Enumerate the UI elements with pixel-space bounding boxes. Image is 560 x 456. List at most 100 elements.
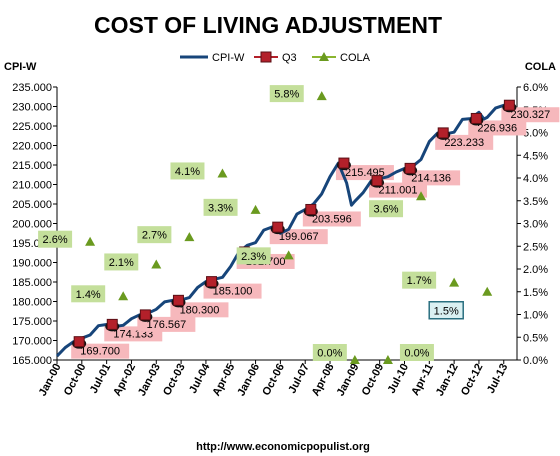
cola-marker bbox=[217, 168, 228, 178]
cola-marker bbox=[349, 355, 360, 364]
q3-marker bbox=[172, 294, 184, 306]
cola-value-label: 2.7% bbox=[142, 230, 167, 242]
cola-label-box bbox=[236, 247, 271, 265]
q3-label-box bbox=[203, 283, 262, 299]
y-left-tick-label: 235.000 bbox=[12, 82, 52, 94]
cola-marker bbox=[283, 250, 294, 260]
y-right-tick-label: 3.0% bbox=[523, 219, 548, 231]
y-right-tick-label: 6.0% bbox=[523, 82, 548, 94]
chart-title: COST OF LIVING ADJUSTMENT bbox=[94, 12, 442, 38]
cola-marker bbox=[416, 191, 427, 201]
cola-value-label: 0.0% bbox=[404, 348, 429, 360]
x-tick-label: Jul-10 bbox=[386, 362, 412, 396]
q3-value-label: 214.136 bbox=[411, 172, 451, 184]
q3-value-label: 176.567 bbox=[146, 319, 186, 331]
x-tick-label: Oct-12 bbox=[459, 362, 486, 398]
x-tick-label: Apr-02 bbox=[111, 362, 138, 398]
cola-marker bbox=[449, 277, 460, 287]
q3-label-box bbox=[137, 316, 196, 332]
y-left-tick-label: 165.000 bbox=[12, 355, 52, 367]
x-tick-label: Apr-11 bbox=[409, 362, 436, 398]
cola-label-box bbox=[71, 285, 106, 303]
cola-label-box bbox=[38, 230, 73, 248]
q3-marker bbox=[305, 203, 317, 215]
cola-value-label: 2.1% bbox=[109, 257, 134, 269]
q3-label-box bbox=[501, 107, 560, 123]
cola-label-box bbox=[269, 85, 304, 103]
cola-label-box bbox=[428, 301, 464, 320]
y-right-tick-label: 2.0% bbox=[523, 264, 548, 276]
cola-value-label: 1.7% bbox=[407, 275, 432, 287]
cola-label-box bbox=[369, 200, 404, 218]
q3-label-box bbox=[468, 120, 527, 136]
x-tick-label: Jul-01 bbox=[88, 362, 114, 396]
y-right-tick-label: 4.5% bbox=[523, 150, 548, 162]
x-tick-label: Jan-06 bbox=[235, 362, 262, 398]
x-tick-label: Apr-05 bbox=[210, 362, 237, 398]
x-tick-label: Oct-03 bbox=[161, 362, 188, 398]
y-right-tick-label: 1.5% bbox=[523, 287, 548, 299]
q3-value-label: 203.596 bbox=[312, 213, 352, 225]
cola-value-label: 4.1% bbox=[175, 166, 200, 178]
y-right-tick-label: 1.0% bbox=[523, 310, 548, 322]
q3-marker bbox=[206, 276, 218, 288]
cola-label-box bbox=[399, 344, 434, 361]
q3-label-box bbox=[71, 343, 130, 359]
y-left-tick-label: 180.000 bbox=[12, 297, 52, 309]
x-tick-label: Oct-06 bbox=[260, 362, 287, 398]
q3-marker bbox=[437, 127, 449, 139]
x-tick-label: Jan-00 bbox=[37, 362, 64, 398]
y-left-tick-label: 175.000 bbox=[12, 316, 52, 328]
cola-value-label: 1.5% bbox=[434, 305, 459, 317]
cola-label-box bbox=[137, 226, 172, 244]
q3-marker bbox=[404, 162, 416, 174]
q3-value-label: 199.067 bbox=[279, 231, 319, 243]
q3-value-label: 226.936 bbox=[477, 122, 517, 134]
cola-value-label: 0.0% bbox=[317, 348, 342, 360]
cola-label-box bbox=[312, 344, 347, 361]
x-tick-label: Jul-07 bbox=[286, 362, 312, 396]
cola-marker bbox=[250, 204, 261, 214]
cola-marker bbox=[482, 286, 493, 296]
q3-marker bbox=[139, 309, 151, 321]
cola-label-box bbox=[170, 162, 205, 180]
cola-marker bbox=[316, 91, 327, 101]
q3-marker bbox=[503, 99, 515, 111]
x-tick-label: Oct-09 bbox=[360, 362, 387, 398]
y-left-tick-label: 225.000 bbox=[12, 121, 52, 133]
cola-label-box bbox=[203, 198, 238, 216]
y-left-axis-title: CPI-W bbox=[4, 61, 37, 73]
q3-label-box bbox=[369, 182, 428, 198]
q3-marker bbox=[106, 318, 118, 330]
q3-value-label: 211.001 bbox=[379, 185, 418, 197]
x-tick-label: Oct-00 bbox=[62, 362, 89, 398]
y-right-tick-label: 3.5% bbox=[523, 196, 548, 208]
q3-label-box bbox=[170, 302, 229, 318]
q3-marker bbox=[371, 175, 383, 187]
y-right-tick-label: 0.0% bbox=[523, 355, 548, 367]
q3-value-label: 185.100 bbox=[213, 286, 253, 298]
legend-cpiw-label: CPI-W bbox=[212, 52, 245, 64]
y-right-axis-title: COLA bbox=[525, 61, 556, 73]
y-right-tick-label: 2.5% bbox=[523, 241, 548, 253]
q3-marker bbox=[470, 112, 482, 124]
x-tick-label: Jan-09 bbox=[335, 362, 362, 398]
q3-marker bbox=[272, 221, 284, 233]
cola-value-label: 5.8% bbox=[274, 89, 299, 101]
x-tick-label: Jul-13 bbox=[485, 362, 511, 396]
y-left-tick-label: 210.000 bbox=[12, 180, 52, 192]
y-left-tick-label: 185.000 bbox=[12, 277, 52, 289]
legend-cola-label: COLA bbox=[340, 52, 371, 64]
cola-marker bbox=[382, 355, 393, 364]
y-right-tick-label: 4.0% bbox=[523, 173, 548, 185]
y-left-tick-label: 230.000 bbox=[12, 102, 52, 114]
x-tick-label: Jan-12 bbox=[434, 362, 461, 398]
q3-marker bbox=[73, 336, 85, 348]
y-left-tick-label: 190.000 bbox=[12, 258, 52, 270]
cola-label-box bbox=[402, 271, 437, 289]
x-tick-label: Jan-03 bbox=[136, 362, 163, 398]
plot-area: 165.000 170.000 175.000 180.000 185.000 190.0… bbox=[12, 82, 560, 398]
legend-cola-marker bbox=[319, 52, 329, 61]
